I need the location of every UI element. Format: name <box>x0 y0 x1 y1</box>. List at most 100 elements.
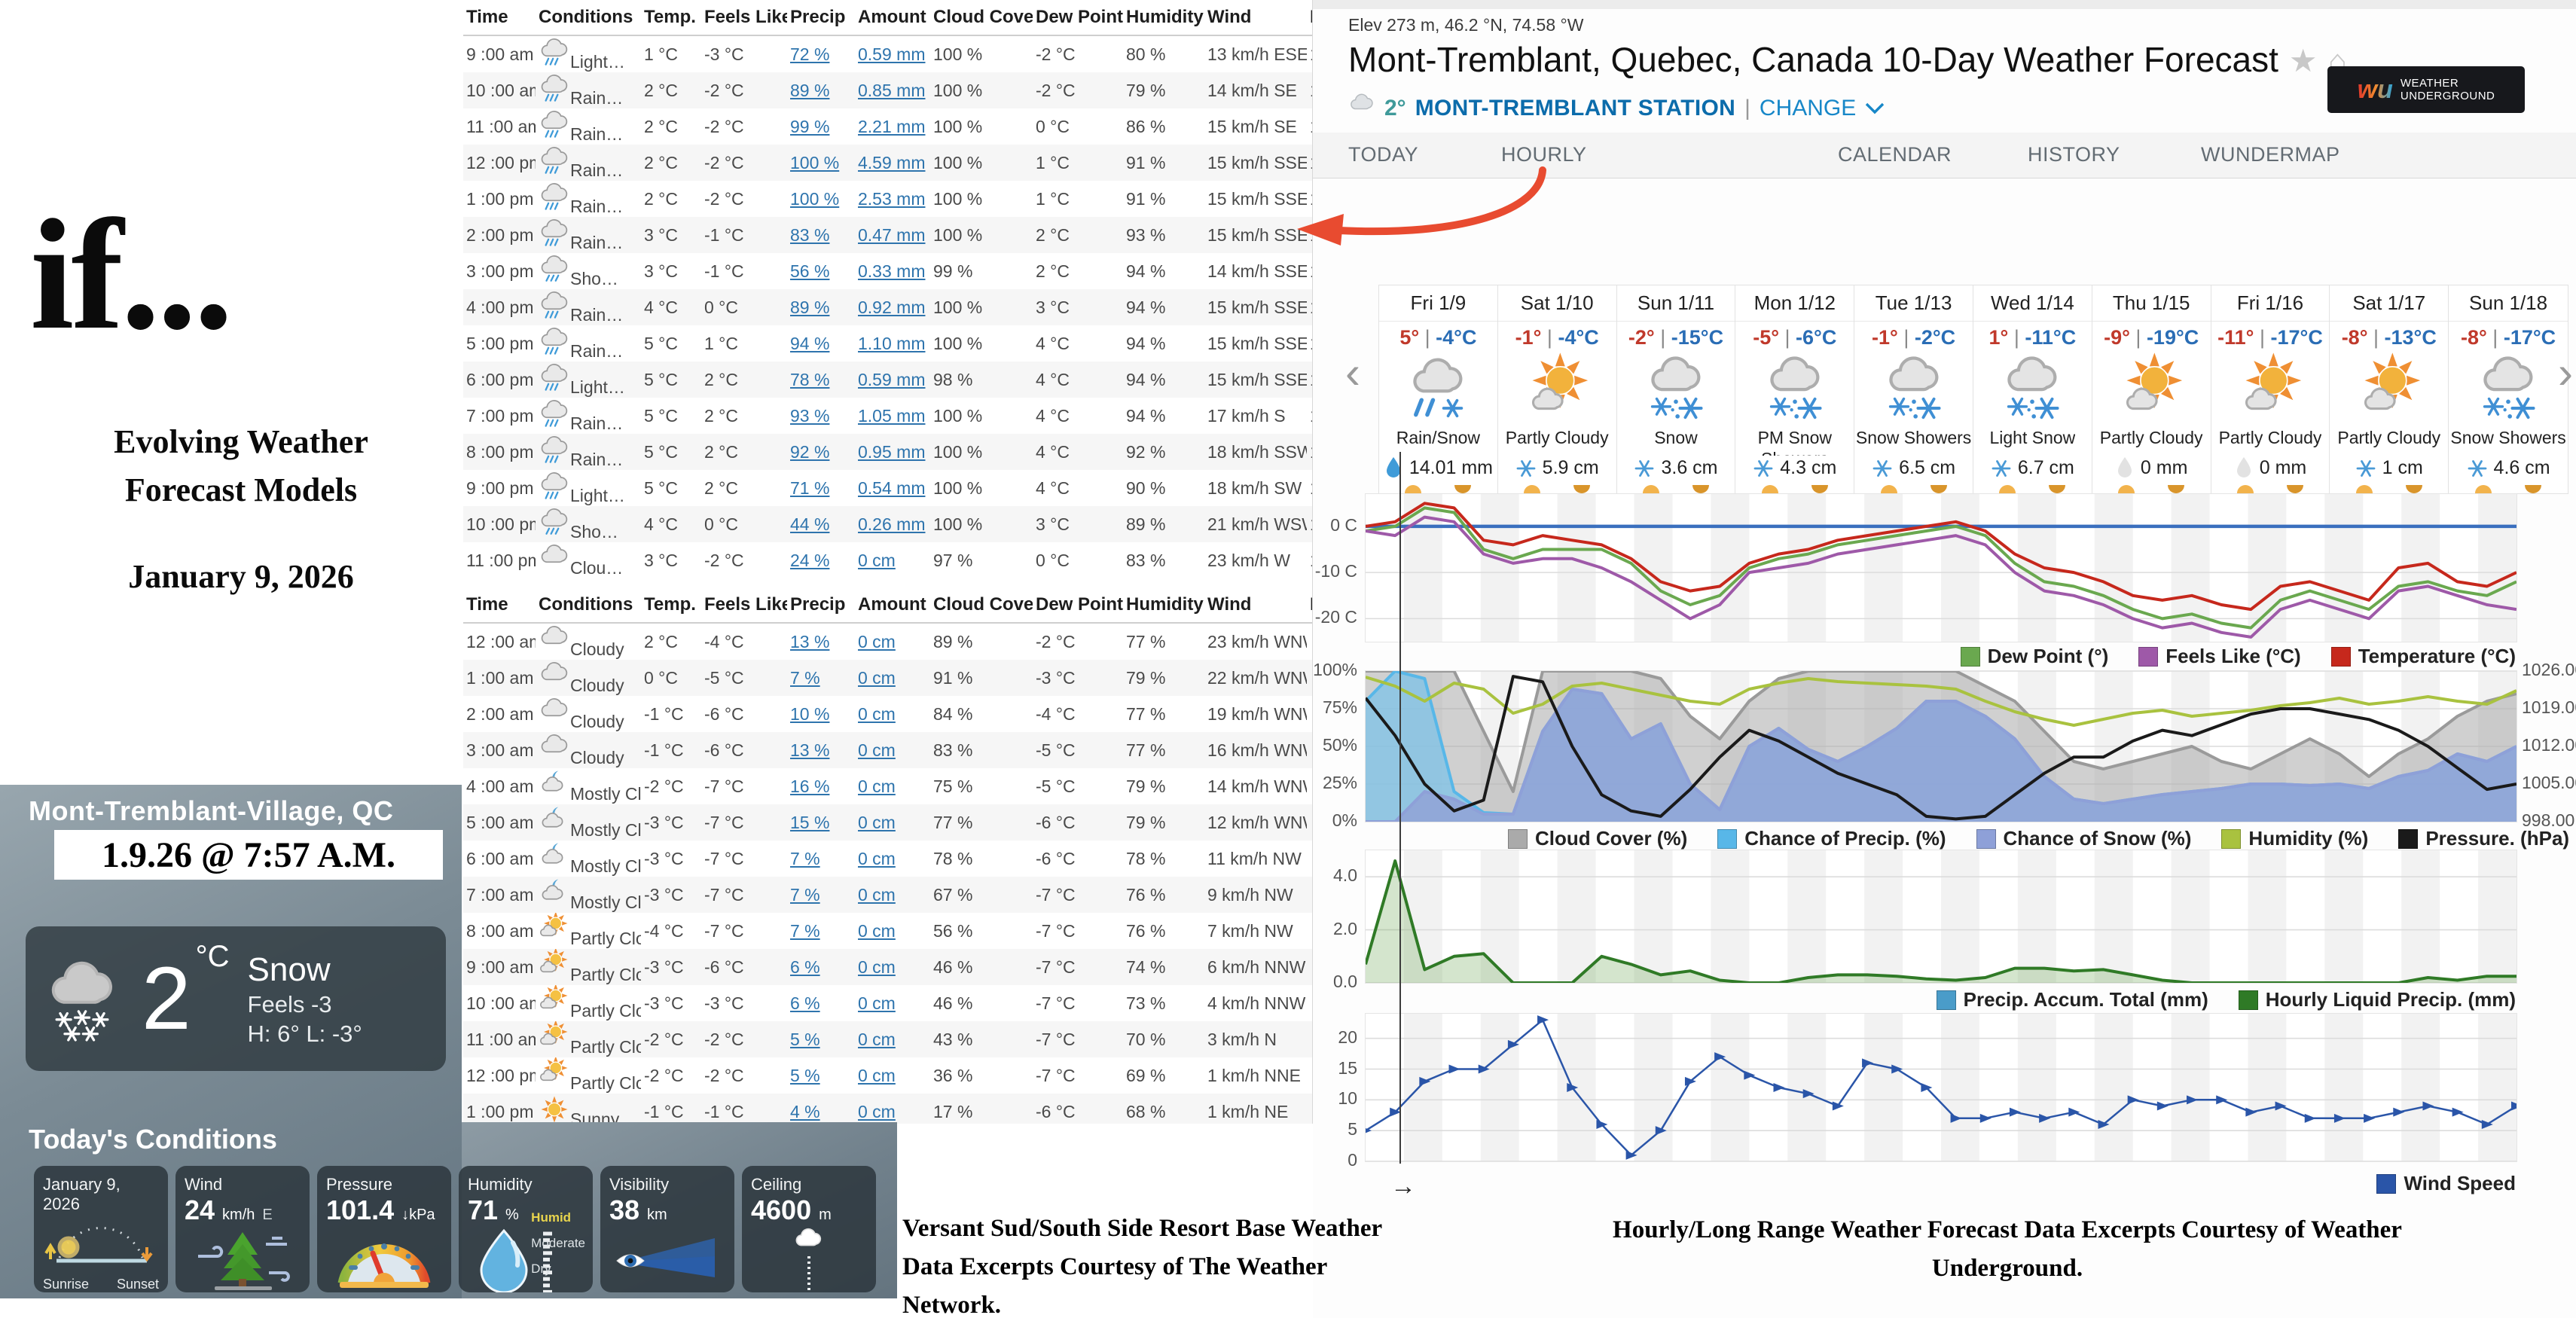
cell-amount-link[interactable]: 0 cm <box>858 1029 896 1049</box>
cell-amount-link[interactable]: 0 cm <box>858 884 896 905</box>
tiles-next-chevron[interactable]: › <box>2558 347 2573 398</box>
favorite-star-icon[interactable]: ★ <box>2288 43 2318 78</box>
cell-precip-link[interactable]: 6 % <box>790 956 820 977</box>
forecast-tile-wed-1-14[interactable]: Wed 1/14 1° | -11°C Light Snow 6.7 cm <box>1973 285 2092 493</box>
cell-precip-link[interactable]: 7 % <box>790 920 820 941</box>
tiles-prev-chevron[interactable]: ‹ <box>1345 347 1360 398</box>
column-header-humidity: Humidity <box>1123 0 1204 36</box>
cell-precip-link[interactable]: 72 % <box>790 44 830 64</box>
cell-condition: Sunny <box>570 1109 620 1124</box>
cell-amount-link[interactable]: 0 cm <box>858 1101 896 1121</box>
cell-temp: 2 °C <box>641 145 701 181</box>
cell-amount-link[interactable]: 0.92 mm <box>858 297 926 317</box>
hourly-row: 1 :00 pm Sunny -1 °C -1 °C 4 % 0 cm 17 % -6 °C 6… <box>463 1094 1312 1124</box>
cell-precip-link[interactable]: 92 % <box>790 441 830 462</box>
cell-amount-link[interactable]: 2.21 mm <box>858 116 926 136</box>
cell-feels-like: -2 °C <box>701 145 787 181</box>
tab-hourly[interactable]: HOURLY <box>1501 143 1587 166</box>
cell-amount-link[interactable]: 0.59 mm <box>858 369 926 389</box>
cell-amount-link[interactable]: 1.05 mm <box>858 405 926 426</box>
cell-precip-link[interactable]: 10 % <box>790 703 830 724</box>
cell-amount-link[interactable]: 0 cm <box>858 920 896 941</box>
cell-amount-link[interactable]: 0.59 mm <box>858 44 926 64</box>
cell-amount-link[interactable]: 0 cm <box>858 550 896 570</box>
cell-amount-link[interactable]: 0 cm <box>858 956 896 977</box>
cell-precip-link[interactable]: 7 % <box>790 848 820 868</box>
cell-precip-link[interactable]: 83 % <box>790 224 830 245</box>
forecast-tile-tue-1-13[interactable]: Tue 1/13 -1° | -2°C Snow Showers 6.5 cm <box>1854 285 1973 493</box>
cell-precip-link[interactable]: 56 % <box>790 261 830 281</box>
cell-precip-link[interactable]: 5 % <box>790 1029 820 1049</box>
humidity-drop-illustration <box>480 1228 552 1292</box>
cell-amount-link[interactable]: 0.47 mm <box>858 224 926 245</box>
cell-amount-link[interactable]: 0 cm <box>858 993 896 1013</box>
cell-precip-link[interactable]: 5 % <box>790 1065 820 1085</box>
cell-amount-link[interactable]: 0 cm <box>858 740 896 760</box>
cell-precip-link[interactable]: 7 % <box>790 667 820 688</box>
cell-amount-link[interactable]: 0 cm <box>858 812 896 832</box>
forecast-tile-mon-1-12[interactable]: Mon 1/12 -5° | -6°C PM Snow Showers 4.3 … <box>1735 285 1855 493</box>
cell-amount-link[interactable]: 0 cm <box>858 703 896 724</box>
cell-pressure: 1,011.42 <box>1307 108 1312 145</box>
forecast-tile-thu-1-15[interactable]: Thu 1/15 -9° | -19°C Partly Cloudy 0 mm <box>2092 285 2211 493</box>
cell-amount-link[interactable]: 0.85 mm <box>858 80 926 100</box>
cell-precip-link[interactable]: 13 % <box>790 740 830 760</box>
forecast-tile-sat-1-10[interactable]: Sat 1/10 -1° | -4°C Partly Cloudy 5.9 cm <box>1497 285 1617 493</box>
cell-cloud-cover: 46 % <box>930 949 1033 985</box>
cell-precip-link[interactable]: 94 % <box>790 333 830 353</box>
cell-amount-link[interactable]: 0 cm <box>858 631 896 651</box>
cell-humidity: 89 % <box>1123 506 1204 542</box>
cell-precip-link[interactable]: 89 % <box>790 297 830 317</box>
cell-amount-link[interactable]: 0 cm <box>858 1065 896 1085</box>
change-station-button[interactable]: CHANGE <box>1759 96 1857 121</box>
cell-precip-link[interactable]: 93 % <box>790 405 830 426</box>
cell-amount-link[interactable]: 0.95 mm <box>858 441 926 462</box>
cell-pressure: 1,005.81 <box>1307 253 1312 289</box>
forecast-tile-sun-1-18[interactable]: Sun 1/18 -8° | -17°C Snow Showers 4.6 cm <box>2449 285 2568 493</box>
cell-precip-link[interactable]: 99 % <box>790 116 830 136</box>
forecast-tile-fri-1-9[interactable]: Fri 1/9 5° | -4°C Rain/Snow 14.01 mm <box>1379 285 1498 493</box>
cell-precip-link[interactable]: 4 % <box>790 1101 820 1121</box>
cell-precip-link[interactable]: 89 % <box>790 80 830 100</box>
forecast-tile-sat-1-17[interactable]: Sat 1/17 -8° | -13°C Partly Cloudy 1 cm <box>2330 285 2449 493</box>
cell-precip-link[interactable]: 24 % <box>790 550 830 570</box>
cell-precip-link[interactable]: 15 % <box>790 812 830 832</box>
cell-precip-link[interactable]: 16 % <box>790 776 830 796</box>
cell-precip-link[interactable]: 13 % <box>790 631 830 651</box>
cell-precip-link[interactable]: 100 % <box>790 152 840 172</box>
cell-amount-link[interactable]: 0 cm <box>858 776 896 796</box>
chevron-down-icon[interactable] <box>1865 102 1885 115</box>
forecast-tile-sun-1-11[interactable]: Sun 1/11 -2° | -15°C Snow 3.6 cm <box>1616 285 1736 493</box>
tab-wundermap[interactable]: WUNDERMAP <box>2201 143 2340 166</box>
tab-today[interactable]: TODAY <box>1348 143 1419 166</box>
tab-calendar[interactable]: CALENDAR <box>1838 143 1952 166</box>
cell-amount-link[interactable]: 0.33 mm <box>858 261 926 281</box>
cell-dew-point: 2 °C <box>1033 217 1123 253</box>
cell-amount-link[interactable]: 1.10 mm <box>858 333 926 353</box>
cell-precip-link[interactable]: 100 % <box>790 188 840 209</box>
cell-wind: 7 km/h NW <box>1207 920 1293 941</box>
cell-amount-link[interactable]: 0.54 mm <box>858 477 926 498</box>
weather-underground-logo[interactable]: wu WEATHER UNDERGROUND <box>2327 66 2525 113</box>
cell-amount-link[interactable]: 0.26 mm <box>858 514 926 534</box>
cell-time: 10 :00 am <box>466 993 536 1013</box>
cell-precip-link[interactable]: 44 % <box>790 514 830 534</box>
cell-humidity: 73 % <box>1126 993 1166 1013</box>
cell-precip-link[interactable]: 78 % <box>790 369 830 389</box>
cell-humidity: 69 % <box>1126 1065 1166 1085</box>
forecast-tile-fri-1-16[interactable]: Fri 1/16 -11° | -17°C Partly Cloudy 0 mm <box>2211 285 2330 493</box>
cell-precip-link[interactable]: 7 % <box>790 884 820 905</box>
cell-precip-link[interactable]: 71 % <box>790 477 830 498</box>
cell-condition: Partly Clo… <box>570 965 641 984</box>
tile-high: -5° <box>1753 326 1780 349</box>
cell-precip-link[interactable]: 6 % <box>790 993 820 1013</box>
cell-amount-link[interactable]: 2.53 mm <box>858 188 926 209</box>
todays-conditions-title: Today's Conditions <box>29 1124 277 1155</box>
cell-dew-point: 0 °C <box>1036 116 1070 136</box>
station-name-link[interactable]: MONT-TREMBLANT STATION <box>1415 96 1736 121</box>
cell-amount-link[interactable]: 0 cm <box>858 848 896 868</box>
cell-amount-link[interactable]: 4.59 mm <box>858 152 926 172</box>
cell-temp: 5 °C <box>644 333 678 353</box>
tab-history[interactable]: HISTORY <box>2028 143 2120 166</box>
cell-amount-link[interactable]: 0 cm <box>858 667 896 688</box>
